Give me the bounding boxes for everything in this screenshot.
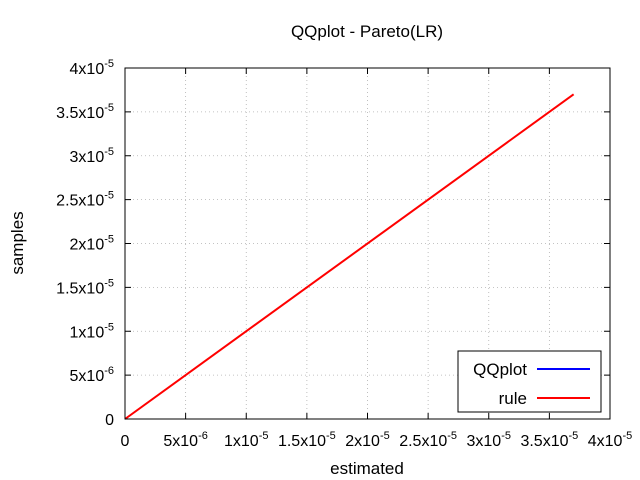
x-axis-label: estimated (330, 459, 404, 478)
x-tick-label: 5x10-6 (163, 430, 207, 450)
y-tick-labels: 0 5x10-6 1x10-5 1.5x10-5 2x10-5 2.5x10-5 3x10-… (56, 58, 114, 429)
x-tick-labels: 0 5x10-6 1x10-5 1.5x10-5 2x10-5 2.5x10-5 3x10-… (121, 430, 633, 450)
x-tick-label: 3.5x10-5 (520, 430, 578, 450)
x-tick-label: 2x10-5 (345, 430, 389, 450)
y-tick-label: 0 (105, 412, 114, 429)
y-tick-label: 2.5x10-5 (56, 190, 114, 210)
legend-box (457, 350, 602, 413)
y-tick-label: 3x10-5 (70, 146, 114, 166)
series-line-rule (124, 93, 575, 420)
series-layer (124, 93, 575, 420)
x-tick-label: 3x10-5 (467, 430, 511, 450)
y-tick-label: 2x10-5 (70, 234, 114, 254)
y-tick-label: 3.5x10-5 (56, 102, 114, 122)
chart-title: QQplot - Pareto(LR) (291, 22, 443, 41)
y-axis-label: samples (8, 211, 27, 274)
x-tick-label: 1x10-5 (224, 430, 268, 450)
legend-label-qqplot: QQplot (473, 360, 527, 379)
tick-marks (124, 67, 611, 420)
y-tick-label: 5x10-6 (70, 365, 114, 385)
x-tick-label: 4x10-5 (588, 430, 632, 450)
legend-label-rule: rule (499, 389, 527, 408)
x-tick-label: 1.5x10-5 (278, 430, 336, 450)
y-tick-label: 1.5x10-5 (56, 277, 114, 297)
y-tick-label: 4x10-5 (70, 58, 114, 78)
y-tick-label: 1x10-5 (70, 321, 114, 341)
x-tick-label: 2.5x10-5 (399, 430, 457, 450)
legend: QQplot rule (457, 350, 602, 413)
x-tick-label: 0 (121, 433, 130, 450)
